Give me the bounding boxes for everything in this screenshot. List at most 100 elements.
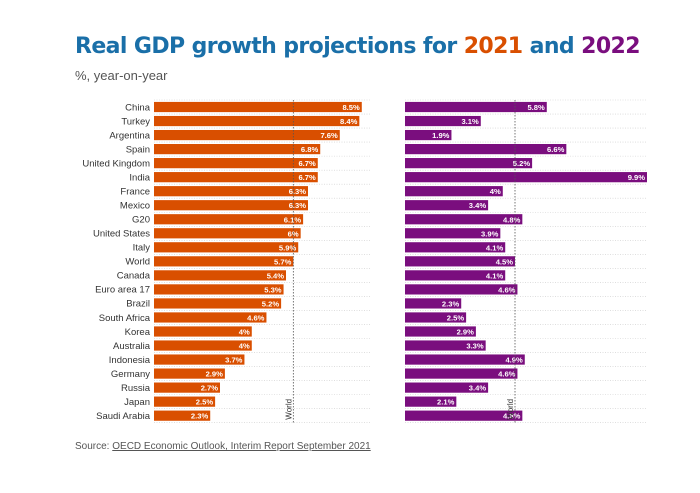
page-title: Real GDP growth projections for 2021 and… [75, 34, 641, 59]
bar-2021 [154, 214, 304, 225]
data-label: 1.9% [432, 131, 450, 140]
data-label: 5.2% [513, 159, 531, 168]
bar-2021 [154, 354, 245, 365]
category-label: Korea [125, 327, 151, 338]
bar-2022 [405, 270, 506, 281]
bar-2021 [154, 382, 220, 393]
bar-2021 [154, 340, 252, 351]
category-label: Turkey [121, 116, 150, 127]
bar-2022 [405, 312, 467, 323]
category-label: United States [93, 229, 150, 240]
bar-2022 [405, 101, 547, 113]
bar-2022 [405, 214, 523, 225]
category-label: Japan [124, 397, 150, 408]
bar-2022 [405, 298, 462, 309]
data-label: 4% [239, 327, 250, 336]
data-label: 6.6% [547, 145, 565, 154]
bar-2021 [154, 129, 340, 141]
data-label: 5.9% [279, 243, 297, 252]
data-label: 5.2% [262, 299, 280, 308]
bar-2022 [405, 186, 503, 197]
data-label: 3.1% [461, 117, 479, 126]
data-label: 2.9% [206, 370, 224, 379]
data-label: 6% [288, 229, 299, 238]
bar-2021 [154, 270, 286, 281]
bar-2022 [405, 368, 518, 379]
bar-2021 [154, 298, 282, 309]
data-label: 4.6% [498, 285, 516, 294]
category-label: France [120, 186, 150, 197]
bar-2021 [154, 312, 267, 323]
bar-2022 [405, 242, 506, 253]
bar-2022 [405, 396, 457, 407]
bar-2021 [154, 144, 321, 155]
data-label: 4.9% [505, 356, 523, 365]
category-label: China [125, 102, 151, 113]
data-label: 2.1% [437, 398, 455, 407]
category-label: Spain [126, 144, 150, 155]
source-link[interactable]: OECD Economic Outlook, Interim Report Se… [112, 441, 371, 452]
bar-2022 [405, 172, 647, 183]
category-label: Indonesia [109, 355, 151, 366]
bar-2021 [154, 284, 284, 295]
bar-2022 [405, 144, 567, 155]
data-label: 4.1% [486, 243, 504, 252]
data-label: 6.7% [298, 159, 316, 168]
data-label: 2.9% [457, 327, 475, 336]
data-label: 6.3% [289, 201, 307, 210]
data-label: 8.5% [342, 103, 360, 112]
bar-2022 [405, 354, 525, 365]
category-label: India [129, 172, 150, 183]
source-label: Source: [75, 441, 113, 452]
data-label: 6.8% [301, 145, 319, 154]
title-prefix: Real GDP growth projections for [75, 34, 464, 59]
category-label: Germany [111, 369, 150, 380]
bar-2021 [154, 115, 360, 127]
data-label: 5.4% [267, 271, 285, 280]
bar-2022 [405, 382, 489, 393]
data-label: 5.7% [274, 257, 292, 266]
reference-line-label: World [506, 399, 515, 420]
data-label: 2.7% [201, 384, 219, 393]
bar-2021 [154, 256, 294, 267]
data-label: 3.7% [225, 356, 243, 365]
data-label: 4.1% [486, 271, 504, 280]
bar-2021 [154, 368, 225, 379]
data-label: 5.8% [527, 103, 545, 112]
bar-2021 [154, 158, 318, 169]
category-label: United Kingdom [82, 158, 150, 169]
data-label: 3.9% [481, 229, 499, 238]
bar-2022 [405, 256, 515, 267]
data-label: 4.8% [503, 215, 521, 224]
category-label: Brazil [126, 299, 150, 310]
data-label: 2.3% [442, 299, 460, 308]
category-label: Saudi Arabia [96, 411, 151, 422]
data-label: 4% [490, 187, 501, 196]
category-label: Canada [117, 271, 151, 282]
data-label: 4.5% [496, 257, 514, 266]
title-year-2021: 2021 [463, 34, 523, 59]
data-label: 4.8% [503, 412, 521, 421]
category-label: World [125, 257, 150, 268]
bar-2021 [154, 186, 308, 197]
bar-2022 [405, 284, 518, 295]
data-label: 2.5% [196, 398, 214, 407]
bar-2022 [405, 200, 489, 211]
data-label: 4.6% [498, 370, 516, 379]
data-label: 4.6% [247, 313, 265, 322]
bar-2021 [154, 101, 362, 113]
data-label: 3.4% [469, 384, 487, 393]
category-label: Russia [121, 383, 151, 394]
data-label: 6.3% [289, 187, 307, 196]
data-label: 9.9% [628, 173, 646, 182]
category-label: Italy [133, 243, 151, 254]
chart-subtitle: %, year-on-year [75, 68, 168, 83]
data-label: 5.3% [264, 285, 282, 294]
source-note: Source: OECD Economic Outlook, Interim R… [75, 441, 371, 452]
category-label: Argentina [109, 130, 150, 141]
data-label: 7.6% [320, 131, 338, 140]
bar-2021 [154, 326, 252, 337]
data-label: 2.5% [447, 313, 465, 322]
category-label: Australia [113, 341, 151, 352]
bar-2022 [405, 340, 486, 351]
